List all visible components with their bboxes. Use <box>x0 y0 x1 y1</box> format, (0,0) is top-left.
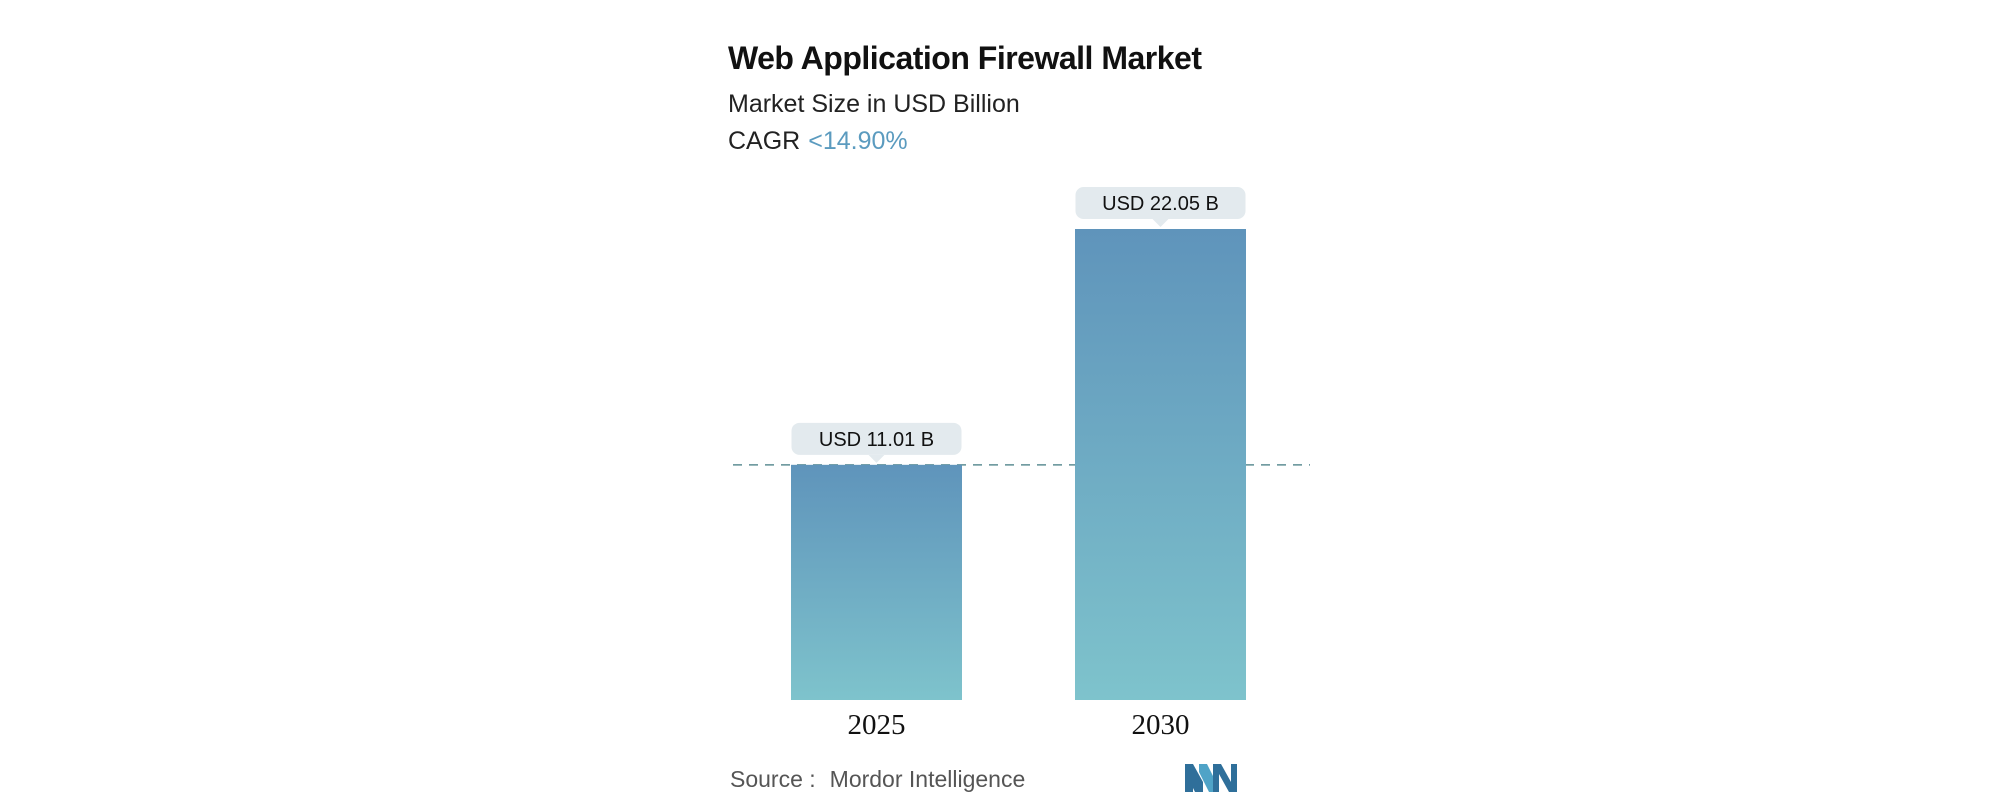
data-label-pointer <box>1152 219 1169 227</box>
x-tick-label: 2025 <box>848 709 906 741</box>
chart-title: Web Application Firewall Market <box>728 40 1202 76</box>
chart-subtitle: Market Size in USD Billion <box>728 90 1020 118</box>
mordor-intelligence-logo-icon <box>1185 764 1237 792</box>
bar-2030 <box>1075 229 1246 700</box>
x-tick-label: 2030 <box>1132 709 1190 741</box>
data-label-pointer <box>868 454 885 463</box>
source-label: Source : <box>730 766 816 792</box>
bar-2025 <box>791 464 962 700</box>
source-name: Mordor Intelligence <box>829 766 1026 792</box>
cagr-line: CAGR <14.90% <box>728 127 908 156</box>
data-label: USD 11.01 B <box>819 429 934 451</box>
data-label-bubble <box>791 422 962 455</box>
cagr-value: <14.90% <box>808 127 908 155</box>
data-label-bubble <box>1075 187 1246 219</box>
data-label: USD 22.05 B <box>1102 193 1219 215</box>
cagr-label: CAGR <box>728 127 801 155</box>
source-line: Source : Mordor Intelligence <box>730 766 1025 793</box>
